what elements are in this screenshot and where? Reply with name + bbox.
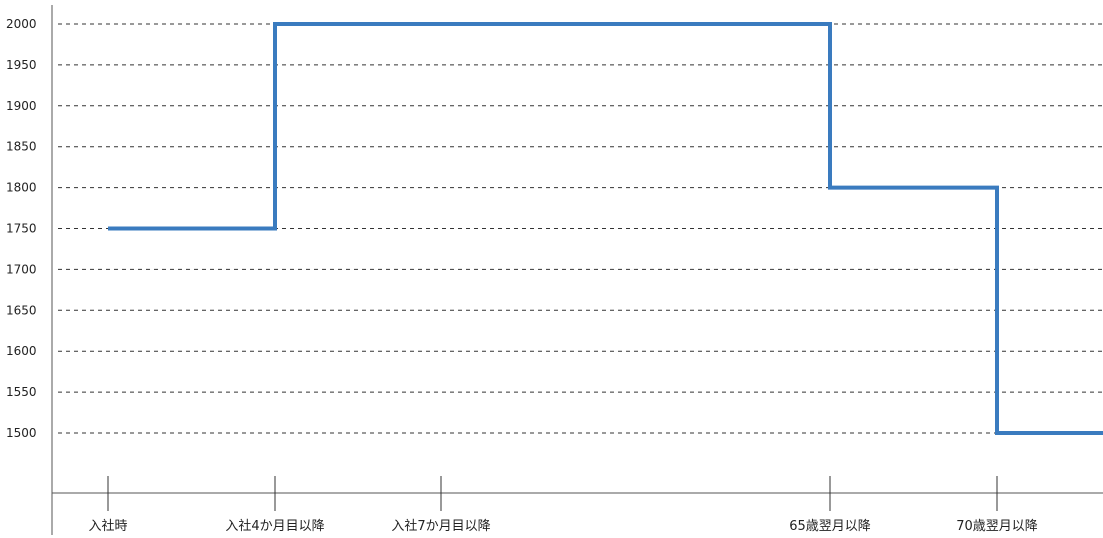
y-tick-label: 2000 [6,17,37,31]
x-tick-label: 入社4か月目以降 [225,518,324,534]
x-tick-label: 70歳翌月以降 [956,519,1038,534]
y-tick-label: 1950 [6,58,37,72]
y-tick-label: 1600 [6,344,37,358]
axes [51,5,1103,535]
y-tick-label: 1700 [6,262,37,276]
y-tick-label: 1800 [6,181,37,195]
y-tick-label: 1650 [6,303,37,317]
series-layer [108,22,1103,435]
y-tick-label: 1500 [6,426,37,440]
x-tick-label: 65歳翌月以降 [789,519,871,534]
x-tick-label: 入社7か月目以降 [391,518,490,534]
y-tick-label: 1900 [6,99,37,113]
y-tick-label: 1750 [6,222,37,236]
y-tick-label: 1850 [6,140,37,154]
x-ticks: 入社時 入社4か月目以降 入社7か月目以降 65歳翌月以降 70歳翌月以降 [88,476,1038,534]
y-tick-labels: 2000 1950 1900 1850 1800 1750 1700 1650 1600 1550… [6,17,37,440]
x-tick-label: 入社時 [88,518,127,534]
y-tick-label: 1550 [6,385,37,399]
series-line-0 [108,22,1103,435]
